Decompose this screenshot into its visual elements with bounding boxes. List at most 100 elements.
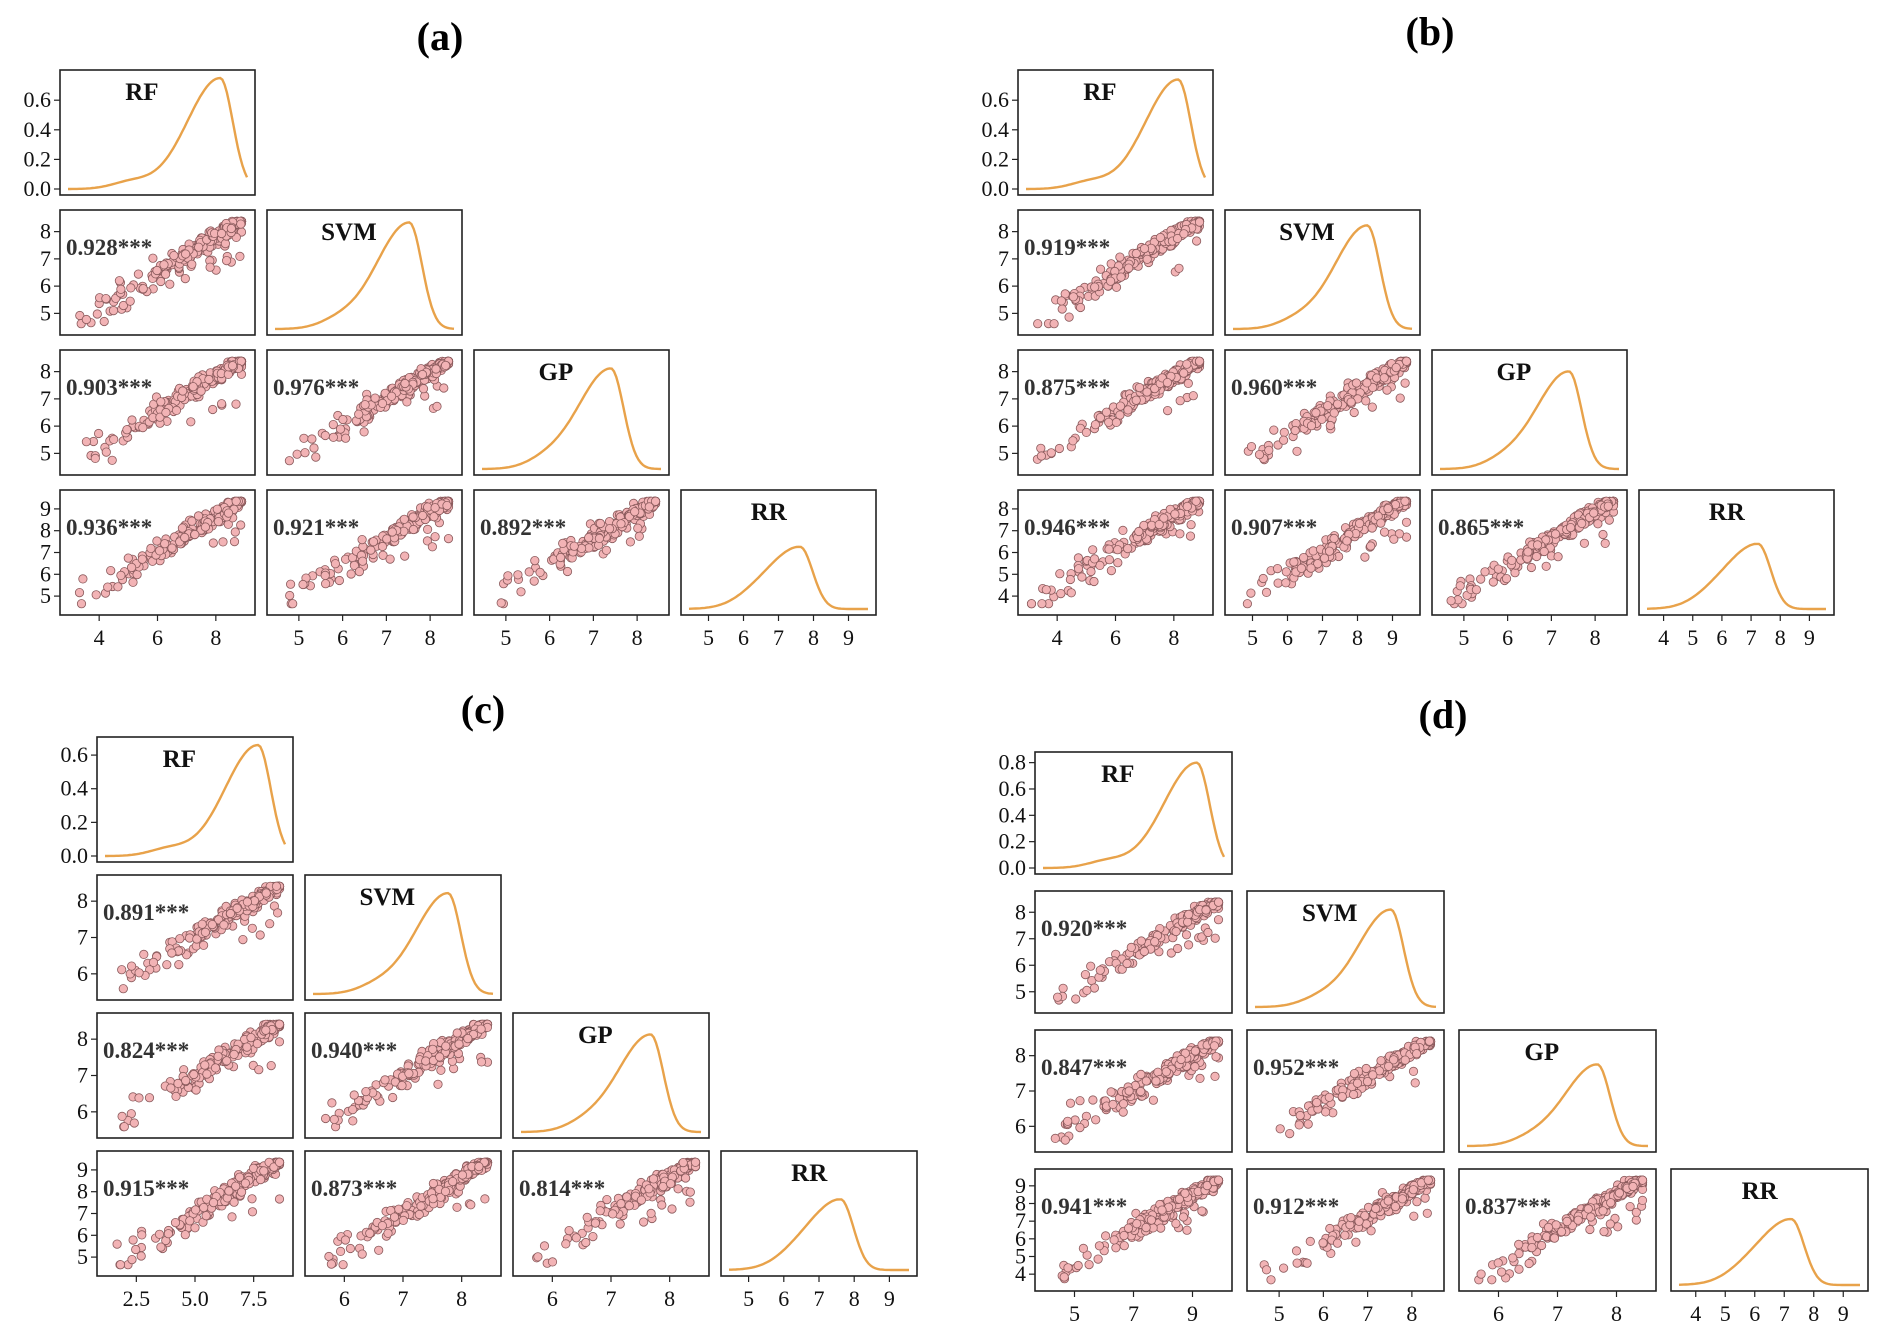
model-label: GP bbox=[1497, 359, 1532, 386]
scatter-point bbox=[238, 934, 248, 945]
scatter-point bbox=[1306, 421, 1317, 431]
scatter-point bbox=[441, 1041, 451, 1051]
scatter-point bbox=[227, 1212, 237, 1222]
scatter-point bbox=[1446, 596, 1456, 606]
scatter-point bbox=[1046, 448, 1056, 458]
scatter-point bbox=[326, 1259, 336, 1269]
scatter-point bbox=[219, 920, 229, 930]
scatter-point bbox=[1523, 547, 1533, 557]
scatter-point bbox=[1068, 436, 1078, 446]
scatter-point bbox=[657, 1200, 667, 1210]
scatter-point bbox=[117, 1111, 127, 1122]
scatter-point bbox=[78, 574, 88, 584]
scatter-point bbox=[524, 567, 534, 577]
scatter-point bbox=[625, 537, 636, 547]
cell-frame bbox=[59, 349, 256, 476]
scatter-point bbox=[547, 1257, 558, 1267]
scatter-point bbox=[1306, 563, 1316, 573]
y-tick-label: 0.0 bbox=[61, 843, 89, 868]
scatter-point bbox=[452, 1028, 462, 1038]
scatter-point bbox=[1366, 541, 1376, 551]
panel-title: (d) bbox=[1419, 692, 1468, 737]
scatter-point bbox=[1041, 585, 1051, 595]
scatter-point bbox=[222, 1056, 232, 1066]
scatter-point bbox=[1055, 569, 1065, 579]
scatter-point bbox=[404, 1068, 414, 1079]
scatter-point bbox=[299, 433, 309, 443]
scatter-point bbox=[91, 590, 101, 600]
correlation-label: 0.907*** bbox=[1231, 515, 1317, 540]
scatter-point bbox=[156, 397, 166, 407]
x-tick-label: 8 bbox=[849, 1286, 860, 1311]
x-tick-label: 7 bbox=[1546, 625, 1557, 650]
x-tick-label: 7 bbox=[606, 1286, 617, 1311]
scatter-point bbox=[218, 537, 228, 547]
y-tick-label: 0.2 bbox=[982, 146, 1010, 171]
scatter-point bbox=[454, 1039, 464, 1049]
y-tick-label: 5 bbox=[998, 561, 1009, 586]
scatter-point bbox=[1131, 395, 1141, 405]
y-tick-label: 7 bbox=[77, 1201, 88, 1226]
scatter-point bbox=[113, 582, 123, 592]
x-tick-label: 6 bbox=[1502, 625, 1513, 650]
scatter-point bbox=[101, 447, 111, 457]
scatter-point bbox=[236, 520, 246, 530]
scatter-point bbox=[165, 279, 175, 289]
scatter-point bbox=[170, 1218, 181, 1228]
scatter-point bbox=[1471, 585, 1482, 595]
scatter-point bbox=[180, 1230, 190, 1240]
scatter-cell-rr-vs-rf: 0.946*** bbox=[1017, 489, 1214, 616]
scatter-point bbox=[152, 536, 162, 546]
scatter-point bbox=[346, 569, 356, 579]
x-tick-label: 8 bbox=[1775, 625, 1786, 650]
x-tick-label: 6 bbox=[1716, 625, 1727, 650]
scatter-point bbox=[1480, 567, 1490, 577]
y-tick-label: 0.0 bbox=[982, 176, 1010, 201]
scatter-point bbox=[633, 523, 643, 533]
y-tick-label: 8 bbox=[77, 1026, 88, 1051]
density-cell-rr: RR bbox=[1638, 489, 1835, 616]
scatter-point bbox=[187, 259, 197, 269]
scatter-point bbox=[285, 590, 295, 601]
scatter-point bbox=[1593, 519, 1603, 529]
scatter-point bbox=[361, 1087, 371, 1097]
y-tick-label: 8 bbox=[77, 1179, 88, 1204]
scatter-point bbox=[389, 1212, 400, 1222]
x-tick-label: 8 bbox=[1168, 625, 1179, 650]
scatter-point bbox=[1550, 529, 1561, 539]
scatter-point bbox=[1376, 518, 1386, 528]
scatter-point bbox=[402, 1201, 412, 1211]
correlation-label: 0.903*** bbox=[66, 375, 152, 400]
scatter-point bbox=[1553, 552, 1563, 562]
scatter-point bbox=[328, 419, 338, 430]
x-tick-label: 5 bbox=[703, 625, 714, 650]
correlation-label: 0.919*** bbox=[1024, 235, 1110, 260]
density-curve bbox=[729, 1198, 909, 1272]
density-curve bbox=[482, 367, 662, 471]
scatter-point bbox=[1360, 552, 1370, 562]
x-tick-label: 7 bbox=[1746, 625, 1757, 650]
scatter-point bbox=[357, 1249, 367, 1259]
scatter-point bbox=[397, 1081, 407, 1091]
scatter-point bbox=[133, 269, 143, 279]
scatter-cell-rr-vs-rf: 0.936*** bbox=[59, 489, 256, 616]
x-tick-label: 6 bbox=[778, 1286, 789, 1311]
scatter-point bbox=[1147, 520, 1157, 530]
y-tick-label: 6 bbox=[40, 561, 51, 586]
scatter-point bbox=[387, 527, 397, 537]
x-tick-label: 9 bbox=[1387, 625, 1398, 650]
scatter-point bbox=[1185, 531, 1196, 541]
y-tick-label: 0.0 bbox=[24, 176, 52, 201]
x-tick-label: 7 bbox=[398, 1286, 409, 1311]
scatter-point bbox=[443, 533, 454, 544]
scatter-point bbox=[1258, 573, 1268, 584]
scatter-cell-gp-vs-rf: 0.824*** bbox=[96, 1012, 294, 1139]
y-tick-label: 5 bbox=[40, 300, 51, 325]
scatter-point bbox=[174, 959, 184, 970]
scatter-point bbox=[1174, 263, 1184, 273]
y-tick-label: 0.4 bbox=[982, 117, 1010, 142]
scatter-point bbox=[1324, 546, 1335, 556]
scatter-point bbox=[1264, 445, 1274, 455]
y-tick-label: 8 bbox=[40, 219, 51, 244]
